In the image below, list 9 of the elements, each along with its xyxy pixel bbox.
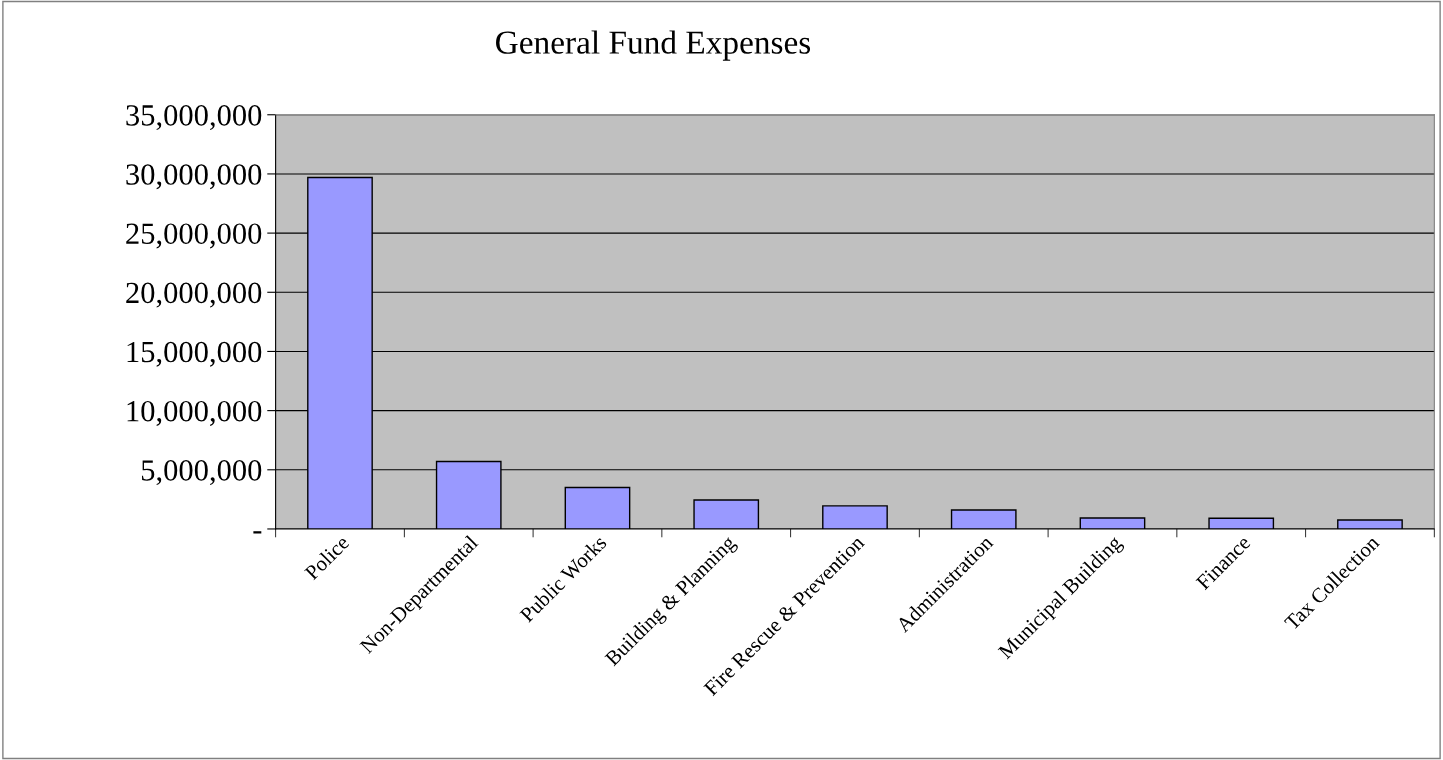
y-tick-label: 35,000,000 xyxy=(126,105,262,131)
chart-title: General Fund Expenses xyxy=(496,30,811,61)
y-tick-label: 30,000,000 xyxy=(126,164,262,190)
y-tick-label: 10,000,000 xyxy=(127,400,262,426)
y-tick-label: - xyxy=(253,531,262,534)
y-tick-label: 20,000,000 xyxy=(126,282,262,308)
y-tick-label: 5,000,000 xyxy=(141,460,262,486)
y-tick-label: 15,000,000 xyxy=(127,341,262,367)
y-tick-label: 25,000,000 xyxy=(126,223,262,249)
